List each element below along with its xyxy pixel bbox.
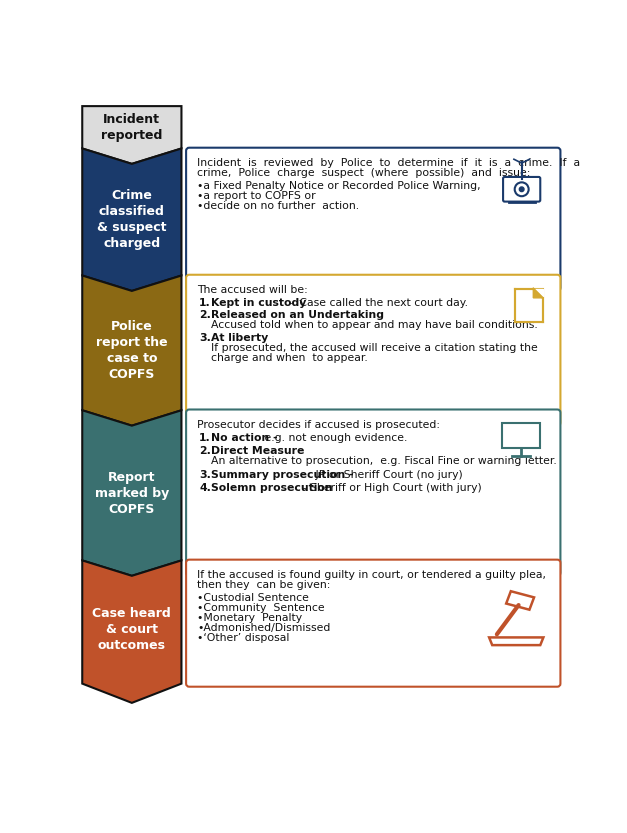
Text: 2.: 2. xyxy=(199,446,211,456)
Text: Incident  is  reviewed  by  Police  to  determine  if  it  is  a  crime.  If  a: Incident is reviewed by Police to determ… xyxy=(197,157,580,167)
Text: 3.: 3. xyxy=(199,333,211,343)
Text: The accused will be:: The accused will be: xyxy=(197,285,308,295)
Text: Kept in custody: Kept in custody xyxy=(211,298,306,308)
Text: Incident
reported: Incident reported xyxy=(101,112,162,142)
Text: No action -: No action - xyxy=(211,433,278,443)
FancyBboxPatch shape xyxy=(186,147,561,291)
FancyBboxPatch shape xyxy=(502,423,540,448)
Text: At liberty: At liberty xyxy=(211,333,268,343)
FancyBboxPatch shape xyxy=(186,410,561,576)
Polygon shape xyxy=(534,288,542,298)
FancyBboxPatch shape xyxy=(186,560,561,686)
Text: then they  can be given:: then they can be given: xyxy=(197,580,330,590)
Text: JP or Sheriff Court (no jury): JP or Sheriff Court (no jury) xyxy=(312,470,462,480)
Polygon shape xyxy=(82,106,181,164)
Text: -  Case called the next court day.: - Case called the next court day. xyxy=(285,298,468,308)
Text: •Admonished/Dismissed: •Admonished/Dismissed xyxy=(197,623,330,633)
Text: charge and when  to appear.: charge and when to appear. xyxy=(211,353,367,363)
Text: Accused told when to appear and may have bail conditions.: Accused told when to appear and may have… xyxy=(211,320,537,330)
Polygon shape xyxy=(82,561,181,703)
Polygon shape xyxy=(82,148,181,291)
Text: •a report to COPFS or: •a report to COPFS or xyxy=(197,191,315,201)
Polygon shape xyxy=(489,637,544,645)
Circle shape xyxy=(519,187,524,192)
Polygon shape xyxy=(82,276,181,426)
Text: Prosecutor decides if accused is prosecuted:: Prosecutor decides if accused is prosecu… xyxy=(197,420,440,430)
Polygon shape xyxy=(82,411,181,576)
Text: Crime
classified
& suspect
charged: Crime classified & suspect charged xyxy=(97,189,167,250)
Text: crime,  Police  charge  suspect  (where  possible)  and  issue:: crime, Police charge suspect (where poss… xyxy=(197,167,530,177)
Text: Police
report the
case to
COPFS: Police report the case to COPFS xyxy=(96,320,167,381)
Text: 1.: 1. xyxy=(199,433,211,443)
Text: 3.: 3. xyxy=(199,470,211,480)
FancyBboxPatch shape xyxy=(503,177,540,202)
Text: 2.: 2. xyxy=(199,310,211,320)
Text: If the accused is found guilty in court, or tendered a guilty plea,: If the accused is found guilty in court,… xyxy=(197,570,546,580)
FancyBboxPatch shape xyxy=(515,288,542,322)
Polygon shape xyxy=(534,288,542,298)
Text: 4.: 4. xyxy=(199,482,211,492)
Text: •‘Other’ disposal: •‘Other’ disposal xyxy=(197,633,289,643)
Polygon shape xyxy=(506,591,534,610)
Text: •a Fixed Penalty Notice or Recorded Police Warning,: •a Fixed Penalty Notice or Recorded Poli… xyxy=(197,181,480,191)
Text: If prosecuted, the accused will receive a citation stating the: If prosecuted, the accused will receive … xyxy=(211,343,537,353)
Text: An alternative to prosecution,  e.g. Fiscal Fine or warning letter.: An alternative to prosecution, e.g. Fisc… xyxy=(211,456,557,466)
Text: Direct Measure: Direct Measure xyxy=(211,446,304,456)
Text: •Monetary  Penalty: •Monetary Penalty xyxy=(197,613,302,623)
Text: Solemn prosecution: Solemn prosecution xyxy=(211,482,332,492)
Text: •Custodial Sentence: •Custodial Sentence xyxy=(197,593,309,603)
Text: Case heard
& court
outcomes: Case heard & court outcomes xyxy=(92,607,171,652)
Text: Report
marked by
COPFS: Report marked by COPFS xyxy=(95,471,169,516)
Text: 1.: 1. xyxy=(199,298,211,308)
Text: •Community  Sentence: •Community Sentence xyxy=(197,603,325,613)
Text: - Sheriff or High Court (with jury): - Sheriff or High Court (with jury) xyxy=(299,482,482,492)
Text: •decide on no further  action.: •decide on no further action. xyxy=(197,201,359,211)
Text: Summary prosecution -: Summary prosecution - xyxy=(211,470,354,480)
FancyBboxPatch shape xyxy=(186,275,561,426)
Text: Released on an Undertaking: Released on an Undertaking xyxy=(211,310,384,320)
Text: e.g. not enough evidence.: e.g. not enough evidence. xyxy=(261,433,408,443)
